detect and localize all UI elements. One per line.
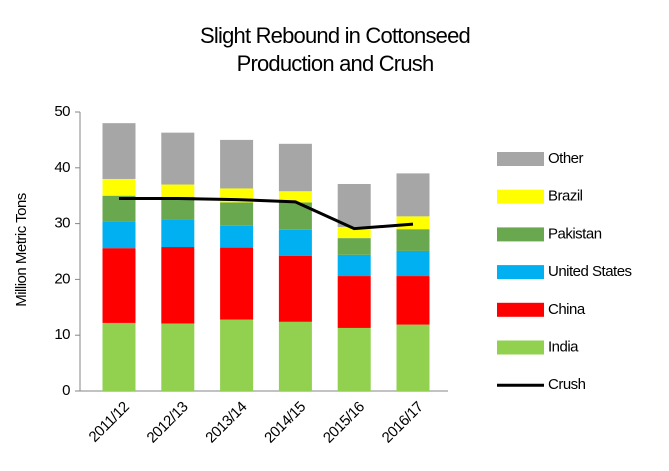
legend-swatch (497, 265, 544, 280)
bar-segment (337, 226, 371, 239)
x-tick-label: 2015/16 (320, 399, 368, 447)
y-tick-label: 20 (54, 270, 70, 287)
x-tick-label: 2012/13 (144, 399, 192, 447)
bar-segment (396, 173, 430, 217)
bar-segment (102, 178, 136, 196)
x-tick-label: 2011/12 (86, 399, 133, 446)
bar-segment (161, 196, 195, 220)
bar-segment (161, 247, 195, 324)
bar-segment (337, 183, 371, 227)
bar-segment (337, 254, 371, 277)
x-tick-label: 2013/14 (202, 399, 250, 447)
y-tick-label: 10 (54, 326, 70, 343)
bar-segment (102, 123, 136, 179)
y-tick-label: 30 (54, 215, 70, 232)
bar-segment (396, 216, 430, 230)
legend-label: Other (548, 150, 584, 167)
legend-label: Crush (548, 376, 586, 393)
bar-segment (278, 143, 312, 192)
bar-segment (161, 219, 195, 248)
bar-segment (278, 321, 312, 391)
bar-segment (102, 221, 136, 249)
bar-segment (161, 184, 195, 197)
legend-swatch (497, 340, 544, 355)
legend-label: Brazil (548, 188, 583, 205)
bar-segment (396, 276, 430, 325)
legend-swatch (497, 227, 544, 242)
bar-segment (220, 247, 254, 320)
legend-label: United States (548, 263, 632, 280)
crush-line (119, 196, 414, 231)
legend-swatch (497, 302, 544, 317)
bar-segment (396, 324, 430, 391)
legend-swatch (497, 189, 544, 204)
bar-segment (278, 255, 312, 322)
bar-segment (278, 191, 312, 203)
bar-segment (337, 327, 371, 391)
bar-segment (278, 229, 312, 256)
bar-segment (220, 319, 254, 391)
chart-title: Slight Rebound in Cottonseed Production … (200, 23, 471, 76)
legend-label: China (548, 301, 586, 318)
bar-segment (396, 250, 430, 277)
y-tick-label: 40 (54, 159, 70, 176)
bar-segment (161, 132, 195, 185)
y-axis-label: Million Metric Tons (13, 193, 30, 307)
bar-segment (396, 229, 430, 251)
y-tick-label: 0 (62, 382, 70, 399)
bar-segment (102, 248, 136, 323)
legend-label: Pakistan (548, 225, 602, 242)
bar-segment (220, 202, 254, 226)
x-tick-label: 2016/17 (379, 399, 427, 447)
bar-segment (337, 238, 371, 255)
bar-segment (220, 139, 254, 189)
bar-segment (220, 225, 254, 248)
bar-segment (161, 323, 195, 391)
legend-swatch (497, 152, 544, 166)
legend-label: India (548, 338, 579, 355)
bar-segment (337, 276, 371, 328)
y-tick-label: 50 (54, 103, 70, 120)
x-tick-label: 2014/15 (261, 399, 309, 447)
bar-segment (102, 322, 136, 391)
